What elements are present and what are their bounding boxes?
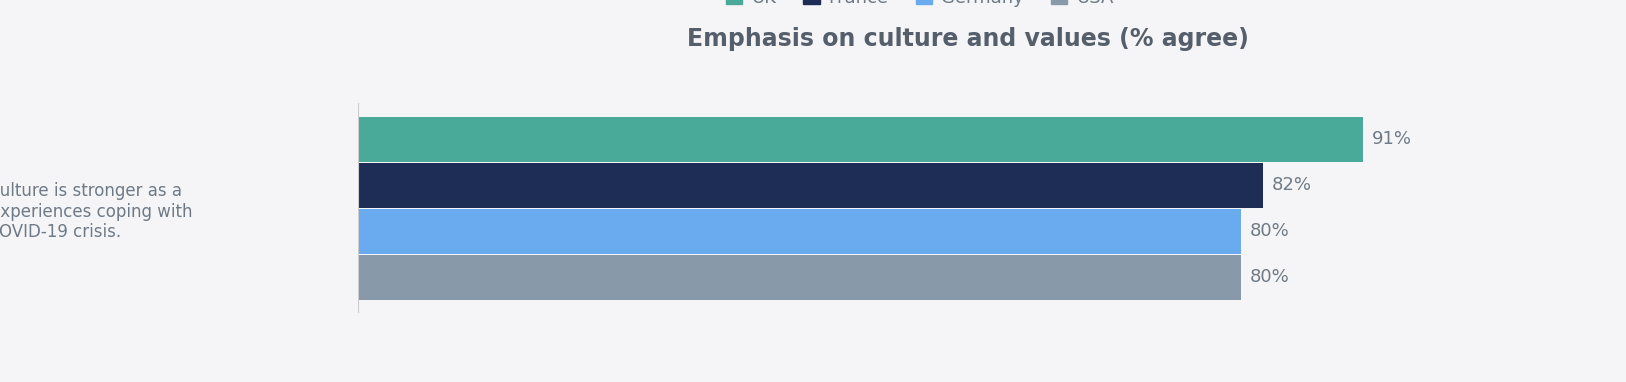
- Bar: [358, 117, 1363, 162]
- Text: 80%: 80%: [1250, 222, 1289, 240]
- Text: 80%: 80%: [1250, 268, 1289, 286]
- Text: 82%: 82%: [1272, 176, 1312, 194]
- Bar: [358, 163, 1263, 208]
- Legend: UK, France, Germany, USA: UK, France, Germany, USA: [719, 0, 1120, 15]
- Text: Emphasis on culture and values (% agree): Emphasis on culture and values (% agree): [686, 27, 1249, 51]
- Bar: [358, 209, 1241, 254]
- Bar: [358, 255, 1241, 300]
- Text: 91%: 91%: [1372, 130, 1411, 148]
